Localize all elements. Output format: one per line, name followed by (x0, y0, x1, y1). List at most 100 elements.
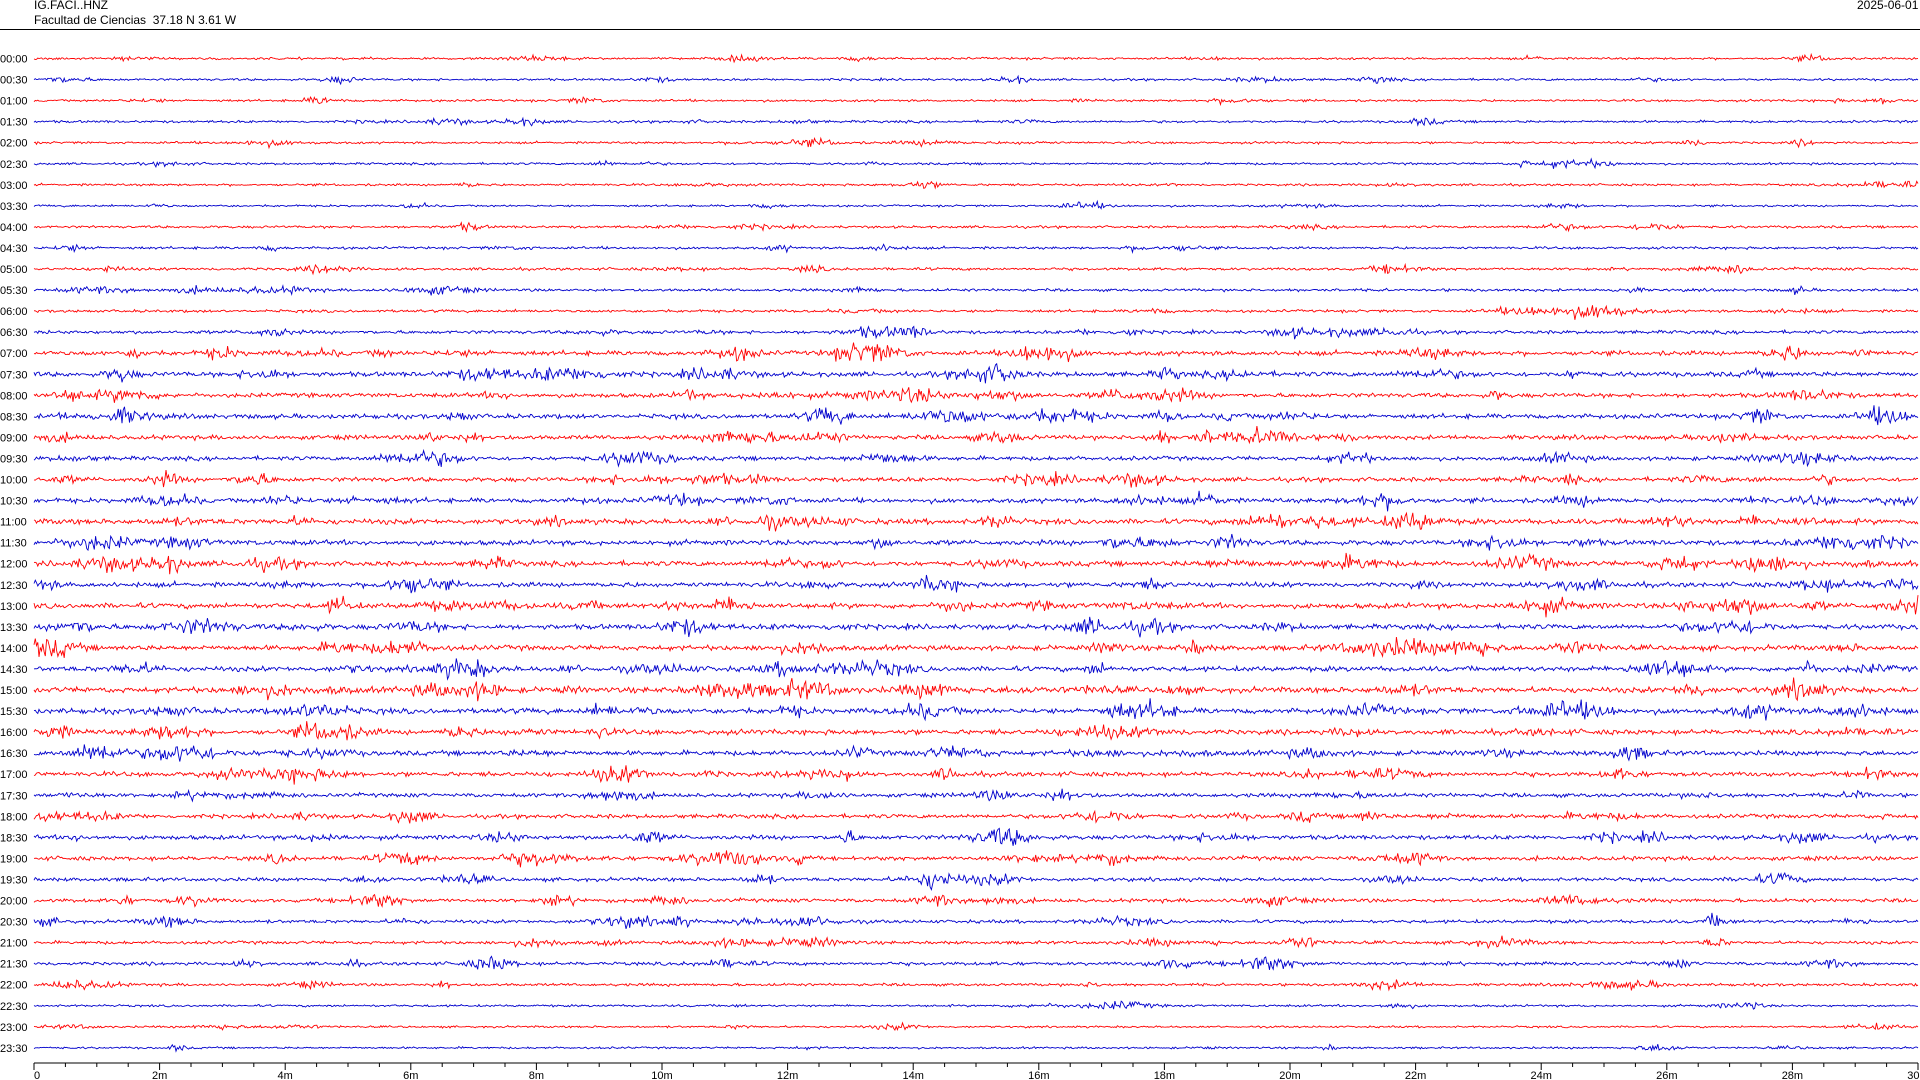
row-label: 19:00 (0, 853, 28, 865)
trace-1430 (33, 658, 1919, 681)
trace-1900 (33, 850, 1919, 868)
trace-2300 (33, 1021, 1919, 1032)
row-label: 08:30 (0, 411, 28, 423)
x-tick-label: 0 (34, 1070, 40, 1080)
trace-group (33, 52, 1919, 1053)
row-label: 14:30 (0, 664, 28, 676)
x-tick-label: 20m (1279, 1070, 1300, 1080)
row-label: 02:00 (0, 138, 28, 150)
trace-1030 (33, 490, 1919, 512)
trace-0600 (33, 304, 1919, 320)
x-tick-label: 14m (902, 1070, 923, 1080)
x-tick-label: 12m (777, 1070, 798, 1080)
trace-2030 (33, 912, 1919, 929)
trace-0500 (33, 262, 1919, 276)
row-label: 18:00 (0, 811, 28, 823)
trace-0630 (33, 325, 1919, 340)
row-label: 11:00 (0, 517, 27, 529)
row-label: 01:00 (0, 96, 28, 108)
x-tick-label: 4m (278, 1070, 293, 1080)
row-label: 15:30 (0, 706, 28, 718)
station-description: Facultad de Ciencias 37.18 N 3.61 W (34, 13, 236, 27)
plot-header: IG.FACI..HNZ Facultad de Ciencias 37.18 … (0, 0, 1920, 30)
x-tick-label: 6m (403, 1070, 418, 1080)
row-label: 22:30 (0, 1001, 28, 1013)
trace-2230 (33, 1000, 1919, 1010)
row-label: 09:00 (0, 432, 28, 444)
row-label: 15:00 (0, 685, 28, 697)
row-label: 00:30 (0, 75, 28, 87)
trace-1300 (33, 595, 1919, 618)
x-tick-label: 30m (1907, 1070, 1920, 1080)
trace-2330 (33, 1043, 1919, 1053)
row-label: 23:00 (0, 1022, 28, 1034)
x-tick-label: 16m (1028, 1070, 1049, 1080)
x-tick-label: 28m (1782, 1070, 1803, 1080)
trace-0800 (33, 387, 1919, 404)
header-rule (0, 29, 1920, 30)
row-label: 22:00 (0, 980, 28, 992)
trace-0030 (33, 74, 1919, 86)
x-tick-label: 10m (651, 1070, 672, 1080)
row-label: 20:30 (0, 917, 28, 929)
row-label: 12:00 (0, 559, 28, 571)
row-label: 10:30 (0, 496, 28, 508)
row-label: 03:00 (0, 180, 28, 192)
row-label: 00:00 (0, 54, 28, 66)
trace-0400 (33, 221, 1919, 233)
trace-1530 (33, 698, 1919, 722)
row-label: 04:00 (0, 222, 28, 234)
row-label: 20:00 (0, 896, 28, 908)
trace-0230 (33, 157, 1919, 170)
station-coordinates: 37.18 N 3.61 W (152, 13, 237, 27)
trace-1100 (33, 511, 1919, 532)
x-tick-label: 2m (152, 1070, 167, 1080)
row-label: 21:00 (0, 938, 28, 950)
row-label: 13:30 (0, 622, 28, 634)
trace-1130 (33, 533, 1919, 552)
x-tick-label: 8m (529, 1070, 544, 1080)
trace-1830 (33, 827, 1919, 846)
row-label: 04:30 (0, 243, 28, 255)
x-tick-label: 22m (1405, 1070, 1426, 1080)
trace-1800 (33, 809, 1919, 824)
trace-0000 (33, 52, 1919, 64)
row-label: 13:00 (0, 601, 28, 613)
row-label: 08:00 (0, 390, 28, 402)
trace-1500 (33, 677, 1919, 702)
trace-2200 (33, 979, 1919, 992)
row-label: 16:00 (0, 727, 28, 739)
row-label: 17:00 (0, 769, 28, 781)
row-label: 01:30 (0, 117, 28, 129)
row-label: 19:30 (0, 874, 28, 886)
trace-0730 (33, 362, 1919, 384)
trace-1600 (33, 721, 1919, 741)
trace-0300 (33, 180, 1919, 190)
row-label: 07:30 (0, 369, 28, 381)
x-tick-label: 24m (1530, 1070, 1551, 1080)
trace-0900 (33, 425, 1919, 445)
trace-0830 (33, 405, 1919, 426)
row-label: 05:00 (0, 264, 28, 276)
trace-0100 (33, 96, 1919, 107)
trace-0130 (33, 116, 1919, 127)
x-tick-label: 18m (1154, 1070, 1175, 1080)
trace-1000 (33, 469, 1919, 488)
row-label: 07:00 (0, 348, 28, 360)
row-label: 06:30 (0, 327, 28, 339)
x-axis: 0 2m 4m 6m 8m 10m 12m 14m 16m 18m 20m 22m 24m 26m 28m 3… (33, 1062, 1920, 1080)
station-name: Facultad de Ciencias (34, 13, 147, 27)
trace-1930 (33, 872, 1919, 891)
row-label: 02:30 (0, 159, 28, 171)
row-label: 23:30 (0, 1043, 28, 1055)
trace-2000 (33, 893, 1919, 908)
trace-0700 (33, 342, 1919, 363)
row-label: 16:30 (0, 748, 28, 760)
row-label: 21:30 (0, 959, 28, 971)
trace-0930 (33, 448, 1919, 468)
trace-2130 (33, 955, 1919, 971)
row-label: 10:00 (0, 475, 28, 487)
trace-1630 (33, 744, 1919, 762)
trace-0330 (33, 199, 1919, 210)
